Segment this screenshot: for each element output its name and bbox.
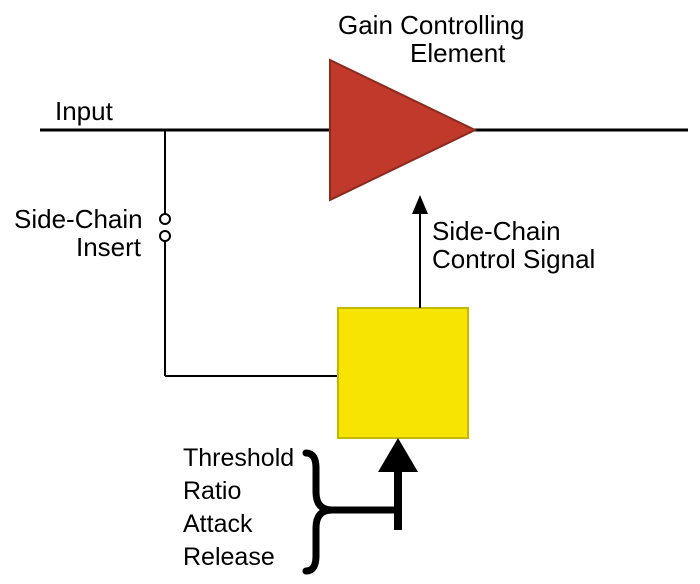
gain-element-label-line2: Element bbox=[410, 38, 505, 69]
release-label: Release bbox=[183, 542, 275, 572]
insert-point-top bbox=[160, 214, 170, 224]
signal-flow-diagram bbox=[0, 0, 700, 584]
attack-label: Attack bbox=[183, 509, 252, 539]
params-arrow-head bbox=[378, 438, 418, 472]
input-label: Input bbox=[55, 96, 113, 127]
params-brace bbox=[306, 453, 332, 571]
insert-point-bottom bbox=[160, 231, 170, 241]
sidechain-control-label-line1: Side-Chain bbox=[432, 216, 561, 247]
control-signal-arrowhead bbox=[412, 195, 428, 214]
gain-element-label-line1: Gain Controlling bbox=[338, 10, 524, 41]
processing-box bbox=[338, 308, 468, 438]
sidechain-insert-label-line1: Side-Chain bbox=[14, 204, 143, 235]
gain-triangle bbox=[330, 60, 475, 200]
ratio-label: Ratio bbox=[183, 476, 241, 506]
threshold-label: Threshold bbox=[183, 443, 294, 473]
sidechain-insert-label-line2: Insert bbox=[76, 232, 141, 263]
sidechain-control-label-line2: Control Signal bbox=[432, 244, 595, 275]
